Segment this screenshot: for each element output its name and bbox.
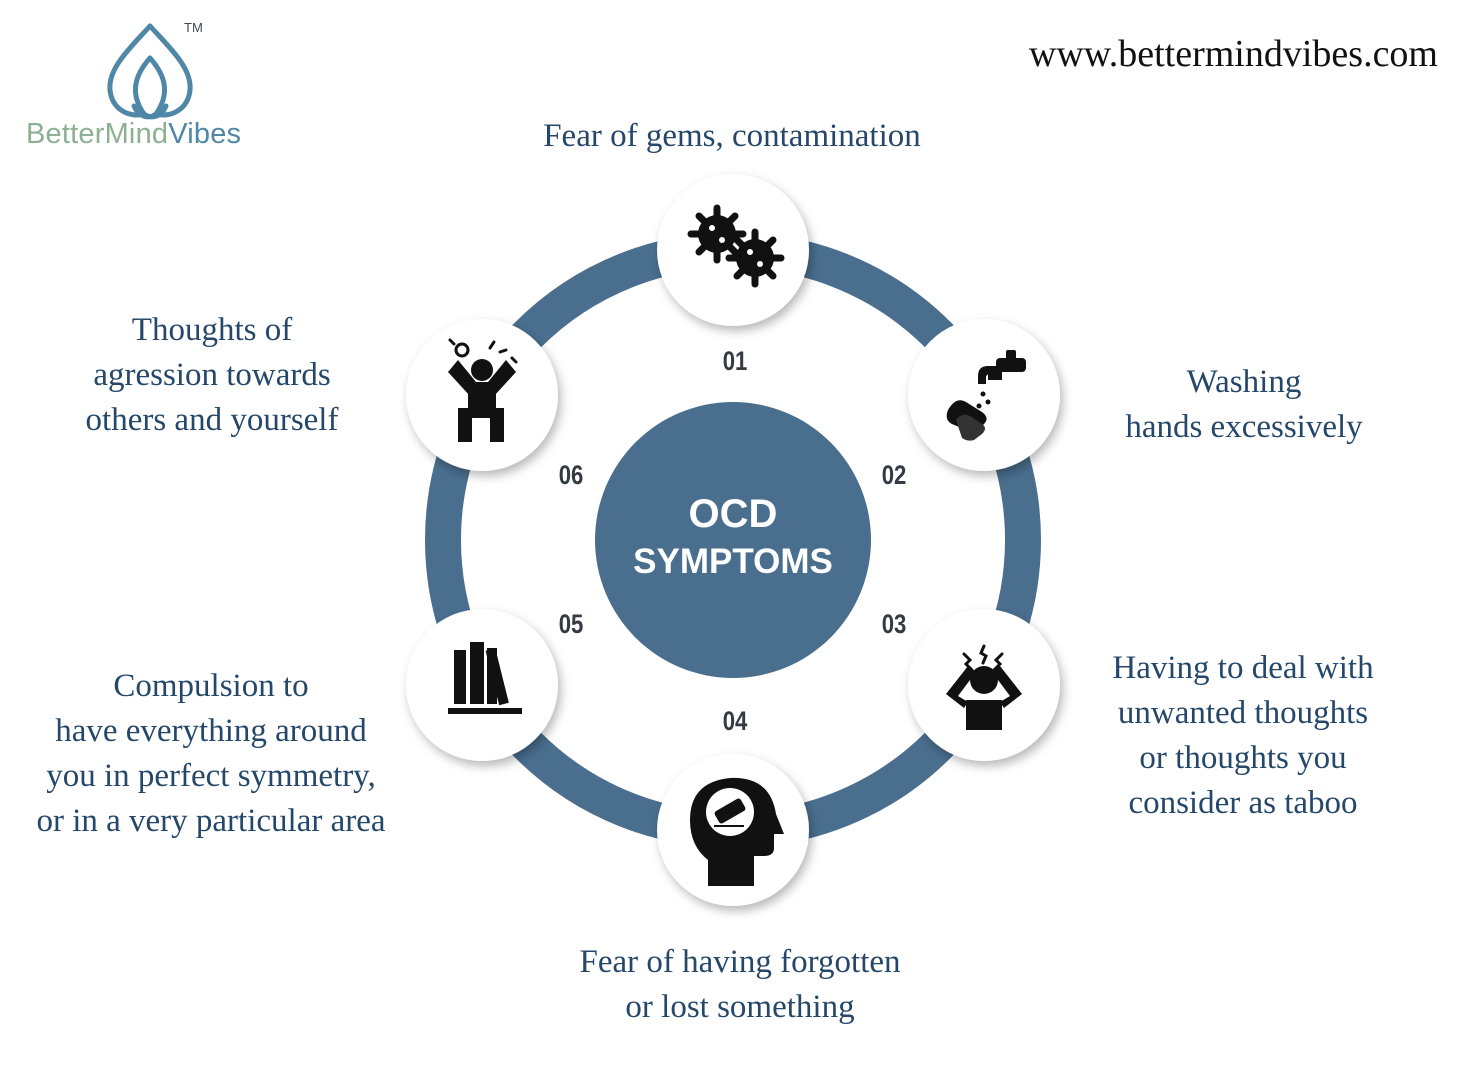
symptom-label-2-line2: hands excessively bbox=[1125, 409, 1363, 445]
step-number-2: 02 bbox=[881, 460, 907, 490]
symptom-label-5-line4: or in a very particular area bbox=[36, 803, 386, 839]
symptom-label-3-line4: consider as taboo bbox=[1128, 785, 1358, 821]
symptom-label-1-line1: Fear of gems, contamination bbox=[543, 118, 921, 154]
angry-person-icon bbox=[448, 338, 518, 442]
lotus-drop-icon bbox=[107, 23, 193, 120]
symptom-label-4-line1: Fear of having forgotten bbox=[579, 944, 901, 980]
head-eraser-icon bbox=[690, 777, 784, 886]
symptom-label-6-line2: agression towards bbox=[93, 357, 331, 393]
center-title: OCD SYMPTOMS bbox=[595, 490, 871, 586]
symptom-label-1: Fear of gems, contamination bbox=[482, 114, 982, 159]
symptom-node-6 bbox=[406, 319, 558, 471]
center-title-line2: SYMPTOMS bbox=[633, 542, 833, 581]
symptom-label-3-line2: unwanted thoughts bbox=[1117, 695, 1369, 731]
step-number-3: 03 bbox=[881, 609, 907, 639]
trademark: TM bbox=[184, 20, 203, 35]
stressed-person-icon bbox=[946, 644, 1022, 730]
symptom-label-3-line3: or thoughts you bbox=[1139, 740, 1347, 776]
symptom-label-6: Thoughts of agression towards others and… bbox=[56, 308, 368, 443]
center-title-line1: OCD bbox=[688, 492, 778, 536]
symptom-label-5-line3: you in perfect symmetry, bbox=[46, 758, 376, 794]
symptom-label-5: Compulsion to have everything around you… bbox=[8, 664, 414, 844]
step-number-6: 06 bbox=[558, 460, 584, 490]
symptom-label-2: Washing hands excessively bbox=[1086, 360, 1402, 450]
symptom-label-4: Fear of having forgotten or lost somethi… bbox=[520, 940, 960, 1030]
brand-name: BetterMindVibes bbox=[26, 118, 241, 151]
symptom-node-1 bbox=[657, 174, 809, 326]
symptom-label-6-line1: Thoughts of bbox=[131, 312, 293, 348]
step-number-1: 01 bbox=[722, 346, 748, 376]
symptom-label-3-line1: Having to deal with bbox=[1112, 650, 1374, 686]
hand-washing-faucet-icon bbox=[946, 350, 1026, 441]
website-url: www.bettermindvibes.com bbox=[1028, 33, 1438, 75]
center-circle bbox=[595, 402, 871, 678]
symptom-label-5-line2: have everything around bbox=[55, 713, 367, 749]
step-number-5: 05 bbox=[558, 609, 584, 639]
symptom-node-2 bbox=[908, 319, 1060, 471]
symptom-label-4-line2: or lost something bbox=[625, 989, 855, 1025]
brand-name-part1: BetterMind bbox=[26, 118, 169, 150]
symptom-node-3 bbox=[908, 609, 1060, 761]
germs-icon bbox=[687, 204, 785, 288]
symptom-label-6-line3: others and yourself bbox=[85, 402, 339, 438]
symptom-label-3: Having to deal with unwanted thoughts or… bbox=[1080, 646, 1406, 826]
brand-name-part2: Vibes bbox=[168, 118, 242, 150]
symptom-label-5-line1: Compulsion to bbox=[113, 668, 309, 704]
symptom-label-2-line1: Washing bbox=[1186, 364, 1302, 400]
symptom-node-5 bbox=[406, 609, 558, 761]
symptom-node-4 bbox=[657, 754, 809, 906]
step-number-4: 04 bbox=[722, 706, 748, 736]
books-on-shelf-icon bbox=[448, 642, 522, 714]
